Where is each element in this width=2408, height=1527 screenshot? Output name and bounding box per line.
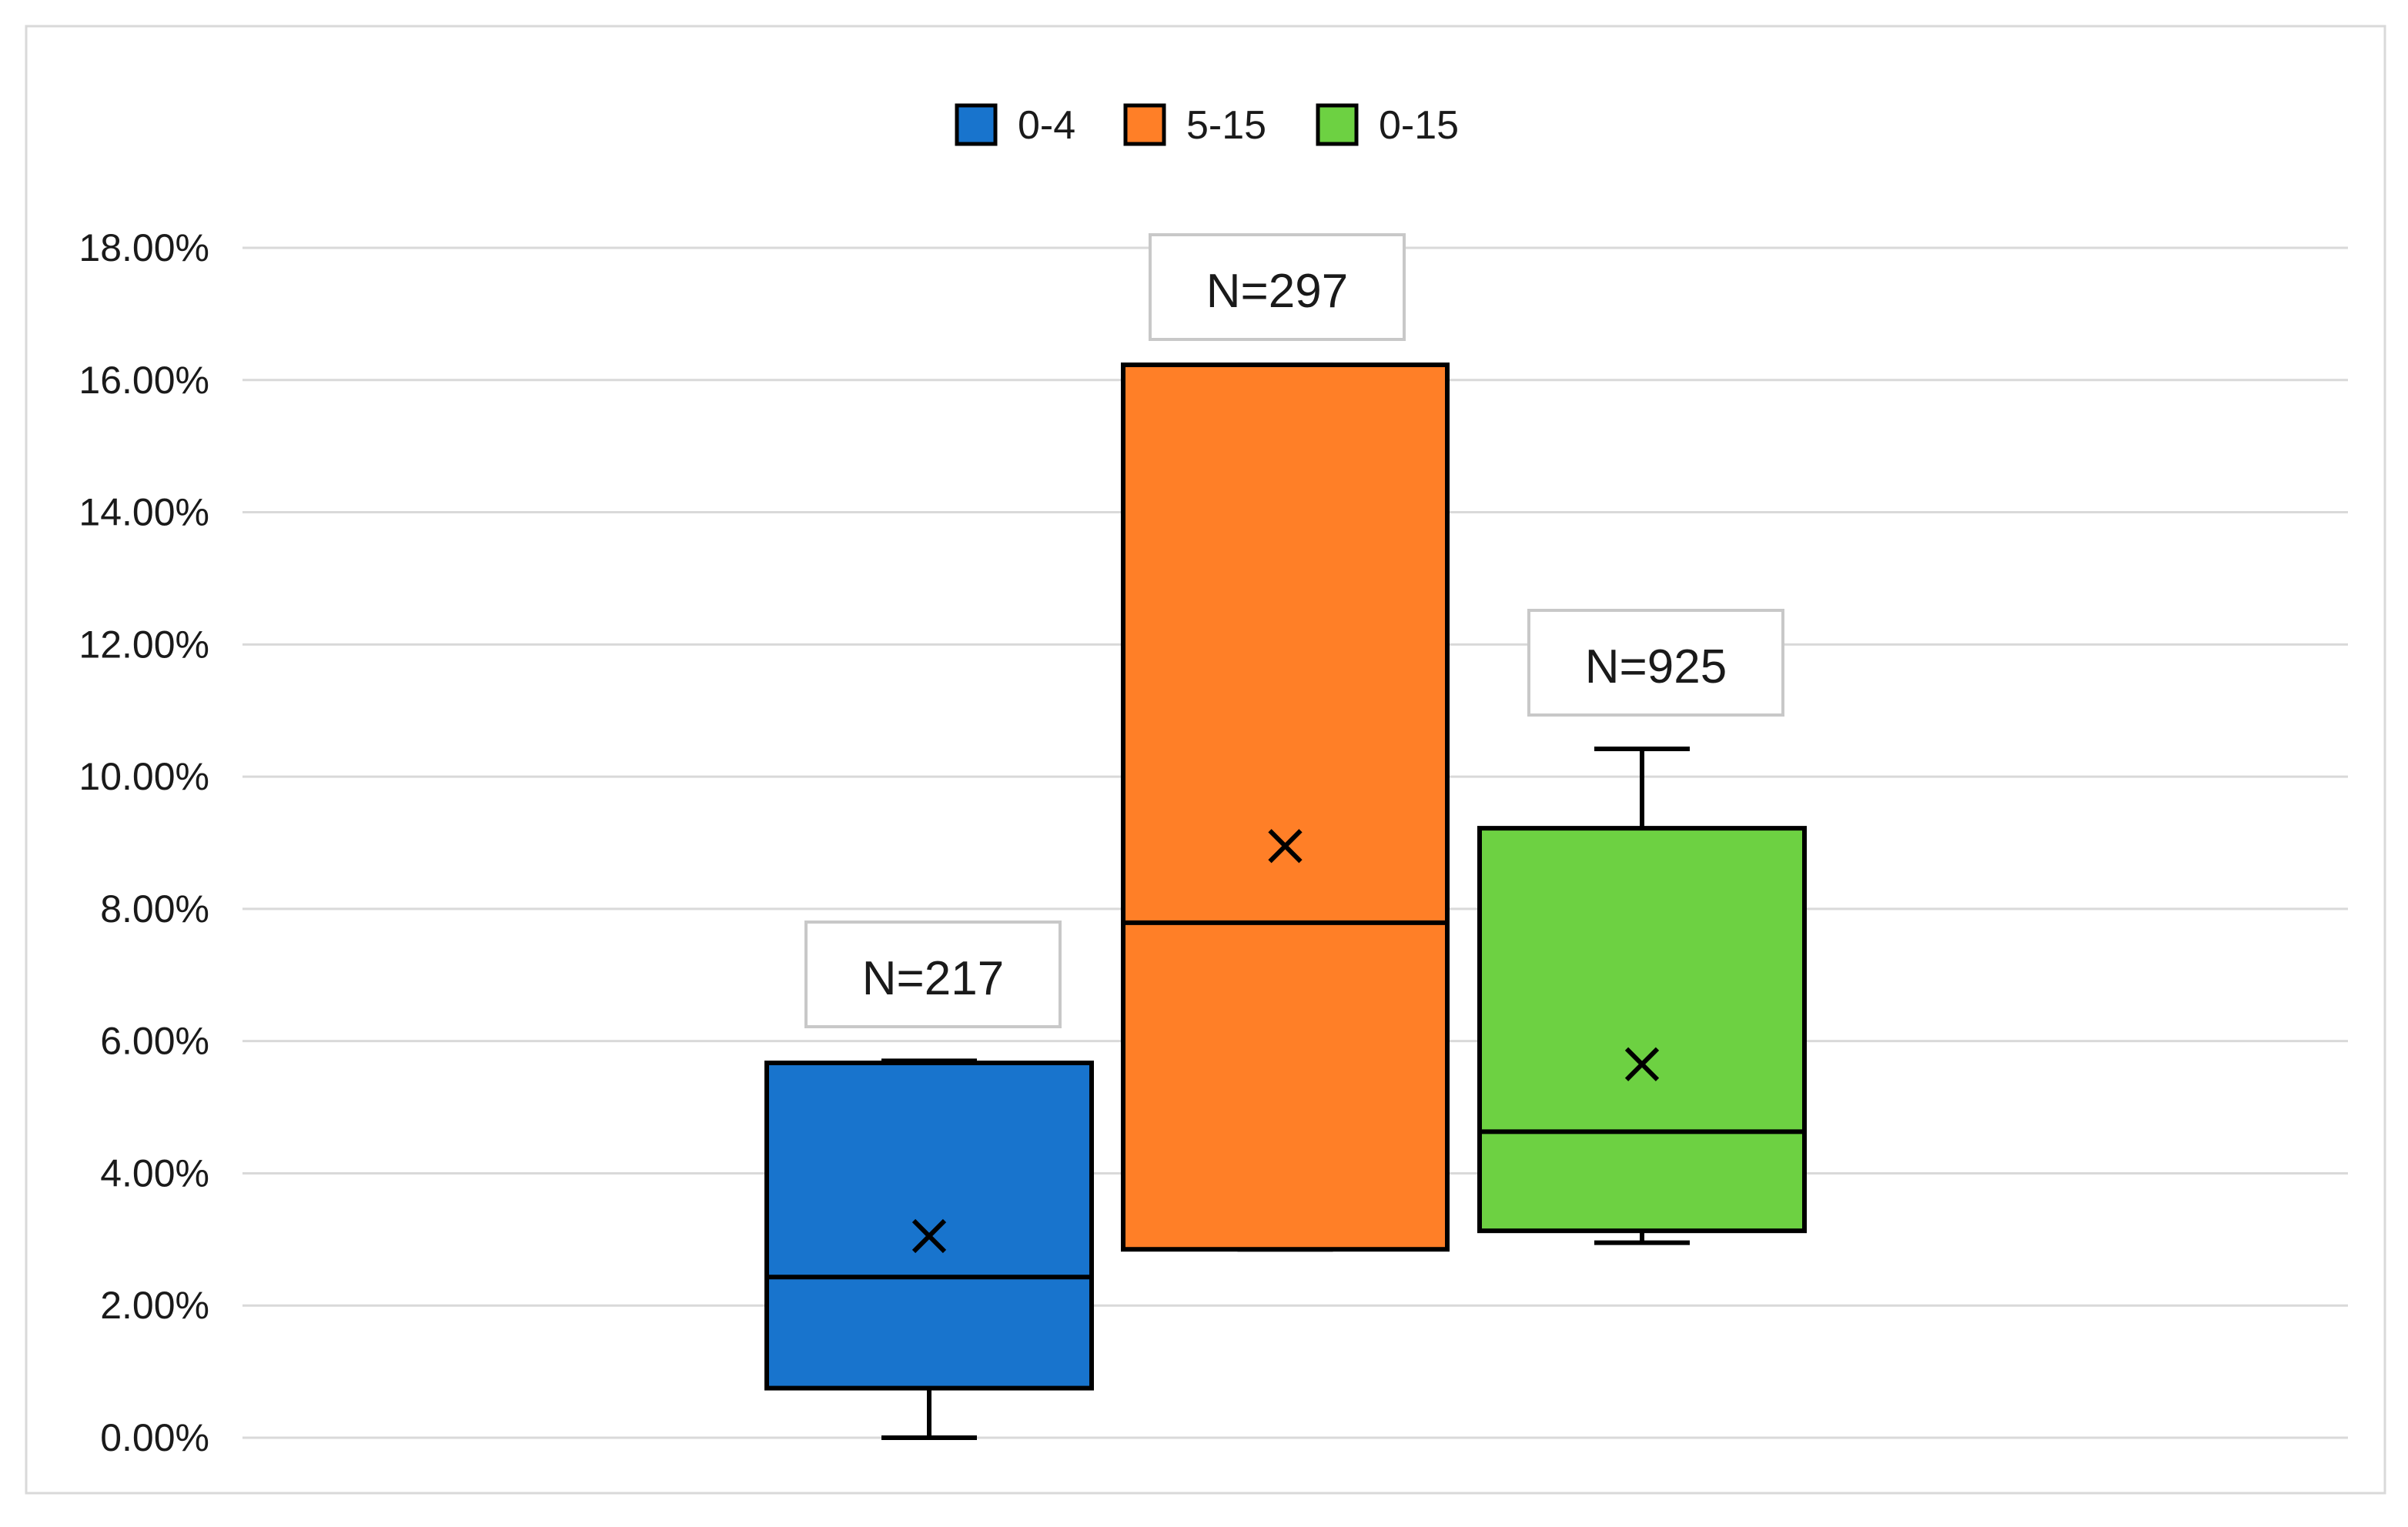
y-tick-label: 8.00% xyxy=(100,887,209,931)
y-tick-label: 12.00% xyxy=(79,623,209,666)
n-label-box xyxy=(804,921,1062,1028)
box-iqr xyxy=(764,1061,1094,1391)
n-label-box xyxy=(1527,609,1784,717)
mean-x-stroke xyxy=(1624,1047,1660,1081)
box-iqr xyxy=(1121,363,1450,1252)
box-0-15 xyxy=(1477,747,1807,1245)
y-tick-label: 14.00% xyxy=(79,491,209,534)
legend-item: 5-15 xyxy=(1123,103,1266,148)
y-tick-label: 6.00% xyxy=(100,1020,209,1063)
n-label-text: N=217 xyxy=(862,952,1004,1005)
legend-swatch xyxy=(955,103,998,146)
n-label-box xyxy=(1149,233,1406,341)
n-label-text: N=297 xyxy=(1206,265,1348,318)
legend-swatch xyxy=(1123,103,1166,146)
legend-item: 0-4 xyxy=(955,103,1075,148)
legend-label: 5-15 xyxy=(1186,103,1266,148)
n-label-text: N=925 xyxy=(1585,640,1727,693)
n-labels: N=217 N=297 N=925 xyxy=(804,233,1784,1028)
boxes xyxy=(764,363,1807,1440)
y-tick-label: 16.00% xyxy=(79,359,209,402)
mean-x-stroke xyxy=(911,1218,947,1254)
y-tick-label: 10.00% xyxy=(79,755,209,798)
n-label-5-15: N=297 xyxy=(1149,233,1406,341)
y-tick-label: 18.00% xyxy=(79,226,209,269)
mean-marker xyxy=(1268,829,1303,864)
mean-x-stroke xyxy=(1268,829,1303,864)
n-label-0-4: N=217 xyxy=(804,921,1062,1028)
box-iqr xyxy=(1477,826,1807,1234)
n-label-0-15: N=925 xyxy=(1527,609,1784,717)
mean-marker xyxy=(911,1218,947,1254)
legend-item: 0-15 xyxy=(1316,103,1459,148)
legend-swatch xyxy=(1316,103,1359,146)
y-tick-label: 0.00% xyxy=(100,1416,209,1459)
legend: 0-4 5-15 0-15 xyxy=(955,103,1459,148)
y-axis-tick-labels: 0.00% 2.00% 4.00% 6.00% 8.00% 10.00% 12.00% 14.… xyxy=(79,226,209,1459)
legend-label: 0-4 xyxy=(1018,103,1075,148)
box-0-4 xyxy=(764,1058,1094,1440)
y-tick-label: 2.00% xyxy=(100,1284,209,1327)
mean-marker xyxy=(1624,1047,1660,1081)
box-5-15 xyxy=(1121,363,1450,1252)
legend-label: 0-15 xyxy=(1379,103,1459,148)
y-tick-label: 4.00% xyxy=(100,1151,209,1195)
